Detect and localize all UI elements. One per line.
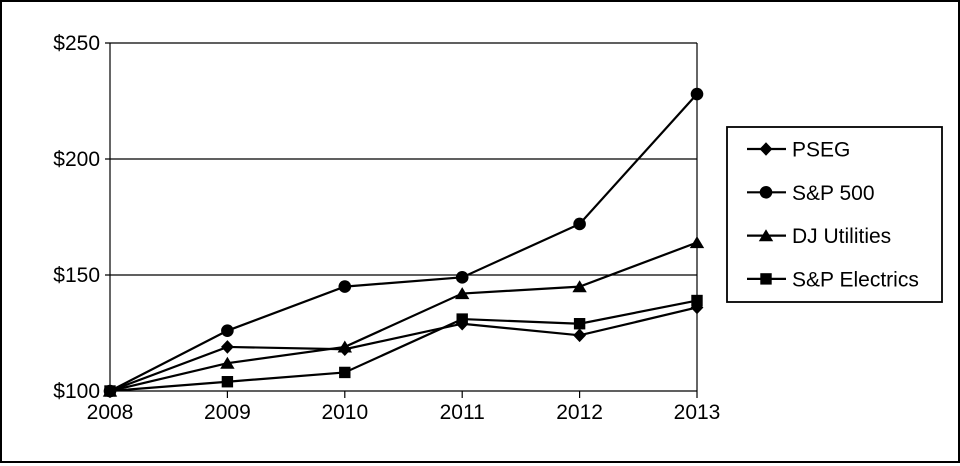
legend-label: S&P Electrics — [792, 268, 919, 291]
x-axis-tick-label: 2009 — [204, 401, 251, 424]
legend-box — [726, 126, 943, 303]
y-axis-tick-label: $100 — [53, 380, 100, 403]
data-point-diamond — [221, 340, 234, 354]
series-line-dj-utilities — [109, 241, 698, 393]
x-axis-tick-label: 2011 — [440, 401, 485, 424]
series-line-pseg — [109, 306, 698, 393]
data-point-square — [104, 385, 116, 397]
legend-circle-icon — [759, 186, 773, 199]
data-point-square — [339, 366, 351, 379]
data-point-circle — [338, 280, 352, 293]
legend-label: PSEG — [792, 139, 850, 162]
y-axis-tick-label: $200 — [53, 148, 100, 171]
data-point-circle — [221, 324, 234, 337]
x-axis-tick-label: 2013 — [674, 401, 721, 424]
legend-triangle-icon — [758, 229, 774, 242]
x-axis-tick-label: 2008 — [87, 401, 134, 424]
x-axis-tick-label: 2010 — [321, 401, 368, 424]
data-point-square — [221, 376, 234, 388]
y-axis-tick-label: $250 — [53, 32, 100, 55]
data-point-triangle — [572, 280, 587, 293]
data-point-circle — [455, 271, 469, 284]
legend-label: S&P 500 — [792, 182, 875, 205]
series-line-s-p-electrics — [109, 299, 698, 393]
legend-diamond-icon — [759, 142, 773, 156]
data-point-square — [573, 318, 586, 330]
data-point-circle — [573, 217, 586, 231]
data-point-triangle — [337, 340, 352, 353]
series-line-s-p-500 — [109, 93, 698, 392]
data-point-diamond — [690, 300, 704, 315]
data-point-diamond — [573, 328, 586, 343]
legend-square-icon — [760, 273, 772, 285]
data-point-triangle — [689, 236, 705, 249]
data-point-triangle — [455, 287, 470, 300]
data-point-circle — [690, 87, 704, 101]
data-point-square — [691, 294, 703, 307]
x-axis-tick-label: 2012 — [556, 401, 603, 424]
y-axis-tick-label: $150 — [53, 264, 100, 287]
legend-label: DJ Utilities — [792, 225, 891, 248]
data-point-square — [456, 313, 468, 325]
data-point-triangle — [220, 356, 235, 369]
